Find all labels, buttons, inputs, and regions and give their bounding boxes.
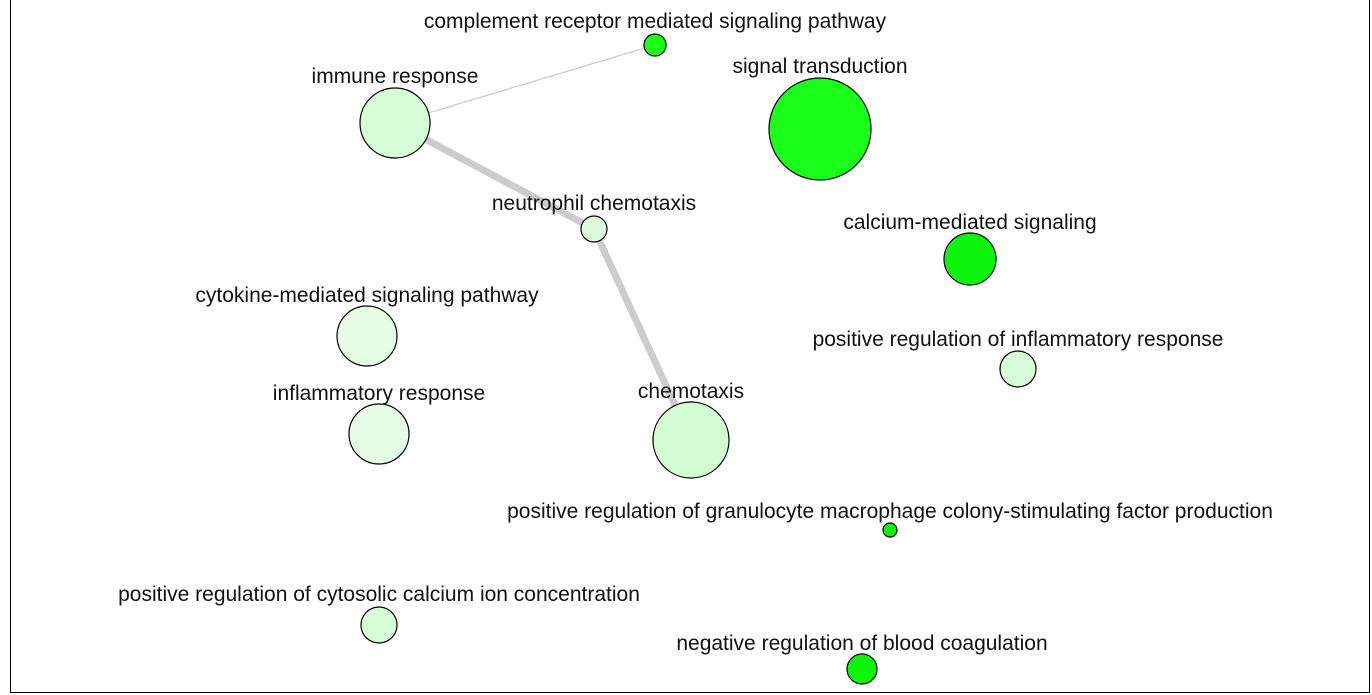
node-circle[interactable] <box>360 606 398 644</box>
node-cytokine-signaling[interactable]: cytokine-mediated signaling pathway <box>195 284 539 367</box>
node-label: chemotaxis <box>638 380 744 403</box>
network-frame <box>10 0 1370 693</box>
node-label: signal transduction <box>732 55 907 78</box>
node-immune-response[interactable]: immune response <box>312 65 479 159</box>
node-calcium-mediated-signaling[interactable]: calcium-mediated signaling <box>843 211 1097 286</box>
node-circle[interactable] <box>999 350 1037 388</box>
node-neutrophil-chemotaxis[interactable]: neutrophil chemotaxis <box>492 192 696 243</box>
edge-immune-complement <box>394 44 656 124</box>
node-cytosolic-calcium[interactable]: positive regulation of cytosolic calcium… <box>118 583 640 644</box>
node-circle[interactable] <box>336 305 398 367</box>
node-circle[interactable] <box>643 33 667 57</box>
node-label: complement receptor mediated signaling p… <box>424 10 887 33</box>
node-circle[interactable] <box>359 87 431 159</box>
node-circle[interactable] <box>580 215 608 243</box>
node-complement[interactable]: complement receptor mediated signaling p… <box>424 10 887 57</box>
edge-neutrophil-chemotaxis <box>590 227 695 442</box>
node-label: positive regulation of cytosolic calcium… <box>118 583 640 606</box>
node-signal-transduction[interactable]: signal transduction <box>732 55 908 181</box>
node-inflammatory-response[interactable]: inflammatory response <box>273 382 485 465</box>
node-circle[interactable] <box>882 522 898 538</box>
node-circle[interactable] <box>943 232 997 286</box>
edge-immune-neutrophil <box>393 119 596 233</box>
node-label: negative regulation of blood coagulation <box>676 632 1047 655</box>
node-circle[interactable] <box>768 77 872 181</box>
node-circle[interactable] <box>846 653 878 685</box>
node-label: positive regulation of granulocyte macro… <box>507 500 1273 523</box>
node-label: inflammatory response <box>273 382 485 405</box>
node-label: cytokine-mediated signaling pathway <box>195 284 539 307</box>
node-label: positive regulation of inflammatory resp… <box>813 328 1224 351</box>
node-positive-regulation-inflammatory[interactable]: positive regulation of inflammatory resp… <box>813 328 1224 388</box>
node-circle[interactable] <box>652 401 730 479</box>
node-blood-coagulation[interactable]: negative regulation of blood coagulation <box>676 632 1048 685</box>
node-label: neutrophil chemotaxis <box>492 192 696 215</box>
node-gm-csf-production[interactable]: positive regulation of granulocyte macro… <box>507 500 1273 538</box>
node-circle[interactable] <box>348 403 410 465</box>
node-label: immune response <box>312 65 479 88</box>
node-label: calcium-mediated signaling <box>843 211 1096 234</box>
node-chemotaxis[interactable]: chemotaxis <box>638 380 744 479</box>
